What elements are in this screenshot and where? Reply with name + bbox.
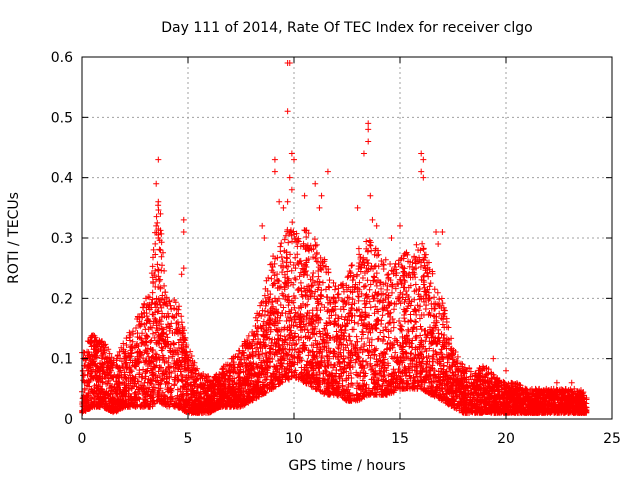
data-point (367, 192, 374, 199)
data-point (373, 222, 380, 229)
data-point (155, 198, 162, 205)
data-point (280, 204, 287, 211)
data-point (420, 174, 427, 181)
data-point (418, 150, 425, 157)
data-point (365, 138, 372, 145)
data-point (301, 192, 308, 199)
data-point (288, 186, 295, 193)
y-axis-label: ROTI / TECUs (6, 192, 22, 284)
data-point (180, 265, 187, 272)
x-tick-label: 5 (184, 431, 193, 447)
data-point (316, 204, 323, 211)
data-point (155, 235, 162, 241)
data-point (157, 210, 164, 217)
data-point (312, 180, 319, 187)
data-point (354, 204, 361, 211)
data-point (490, 355, 497, 362)
data-point (291, 156, 297, 163)
data-point (157, 247, 164, 254)
y-tick-label: 0.3 (51, 231, 73, 247)
y-tick-label: 0.6 (51, 50, 73, 66)
data-point (397, 222, 403, 229)
data-point (553, 379, 560, 386)
data-point (286, 174, 293, 181)
data-point (365, 120, 372, 127)
data-point (155, 156, 162, 163)
data-point (543, 385, 550, 392)
data-point (180, 228, 187, 235)
data-point (324, 168, 331, 175)
data-point (180, 216, 187, 223)
data-point (286, 60, 293, 67)
axis-ticks: 0 5 10 15 20 25 0 0.1 0.2 0.3 0.4 0.5 0.6 (51, 50, 621, 447)
y-tick-label: 0.4 (51, 171, 73, 187)
x-tick-label: 15 (391, 431, 409, 447)
y-tick-label: 0.1 (51, 352, 73, 368)
x-tick-label: 0 (78, 431, 87, 447)
data-point (439, 228, 446, 235)
x-tick-label: 20 (497, 431, 515, 447)
data-point (284, 108, 291, 115)
data-point (318, 192, 325, 199)
data-point-cloud (79, 202, 590, 416)
data-point (360, 150, 367, 157)
data-point (271, 156, 278, 163)
y-tick-label: 0.5 (51, 110, 73, 126)
data-point (503, 367, 509, 374)
data-point (153, 222, 160, 229)
data-point (284, 198, 291, 205)
data-point (259, 222, 266, 229)
y-tick-label: 0 (64, 412, 73, 428)
data-point (261, 235, 268, 241)
data-point (433, 228, 440, 235)
data-point (365, 126, 372, 133)
data-point (288, 150, 295, 157)
chart-title: Day 111 of 2014, Rate Of TEC Index for r… (161, 20, 532, 36)
data-point (435, 241, 442, 248)
y-tick-label: 0.2 (51, 291, 73, 307)
data-point (388, 235, 395, 241)
data-point (369, 216, 376, 223)
data-point (178, 271, 185, 278)
x-tick-label: 10 (285, 431, 303, 447)
data-point (271, 168, 278, 175)
x-axis-label: GPS time / hours (288, 458, 405, 474)
data-point (276, 198, 283, 205)
data-point (153, 180, 160, 187)
data-point (420, 156, 427, 163)
x-tick-label: 25 (603, 431, 621, 447)
data-points (79, 60, 590, 416)
data-point (568, 379, 575, 386)
data-point (418, 168, 425, 175)
grid (82, 57, 612, 419)
